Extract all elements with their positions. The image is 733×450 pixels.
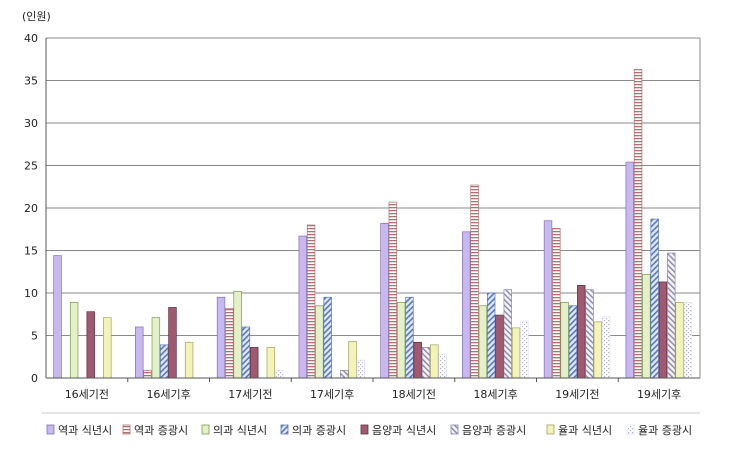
bar	[159, 344, 169, 379]
x-tick-label: 16세기후	[146, 388, 190, 401]
bar	[667, 252, 676, 379]
y-tick-label: 5	[31, 330, 38, 343]
bar	[241, 326, 251, 379]
x-tick-label: 17세기전	[228, 388, 272, 401]
x-tick-label: 16세기전	[65, 388, 109, 401]
bar	[495, 314, 504, 379]
x-tick-label: 18세기전	[392, 388, 436, 401]
y-tick-label: 10	[24, 287, 38, 300]
legend-label: 음양과 식년시	[372, 424, 436, 437]
bar	[577, 285, 586, 379]
legend-swatch	[122, 424, 131, 435]
legend-label: 율과 식년시	[558, 424, 612, 437]
bar	[405, 296, 414, 379]
bar	[438, 353, 447, 379]
bar	[380, 222, 389, 379]
bar	[543, 220, 553, 379]
bar	[511, 327, 521, 379]
legend-swatch	[626, 424, 635, 435]
bar	[135, 326, 144, 379]
bar	[486, 292, 496, 379]
bar	[601, 316, 611, 379]
legend-swatch	[450, 424, 459, 435]
bar	[86, 311, 95, 379]
bar	[340, 370, 349, 379]
bars	[53, 69, 693, 379]
bar	[356, 359, 366, 379]
bar	[348, 341, 357, 379]
legend-label: 음양과 증광시	[462, 424, 526, 437]
legend-swatch	[280, 424, 289, 435]
x-tick-label: 18세기후	[473, 388, 517, 401]
legend-swatch	[546, 424, 555, 435]
bar	[396, 302, 406, 379]
bar	[430, 344, 439, 379]
bar	[413, 341, 422, 379]
bar	[633, 69, 643, 379]
bar	[69, 302, 79, 379]
legend-label: 율과 증광시	[638, 424, 692, 437]
y-tick-label: 35	[24, 75, 38, 88]
bar	[675, 302, 684, 379]
bar	[143, 370, 152, 379]
bar	[53, 255, 62, 379]
bar	[266, 347, 276, 379]
bar	[315, 305, 324, 379]
bar	[323, 296, 332, 379]
y-tick-label: 40	[24, 32, 38, 45]
legend-label: 의과 증광시	[292, 424, 346, 437]
x-tick-label: 19세기전	[555, 388, 599, 401]
bar	[642, 273, 651, 379]
y-tick-label: 25	[24, 160, 38, 173]
bar	[552, 228, 561, 379]
bar	[683, 302, 693, 379]
legend: 역과 식년시 역과 증광시 의과 식년시 의과 증광시 음양과 식년시 음양과 증광시 율과…	[42, 412, 700, 437]
bar	[593, 321, 603, 379]
bar	[298, 235, 307, 379]
bar	[625, 161, 634, 379]
y-tick-label: 0	[31, 372, 38, 385]
bar	[274, 370, 284, 379]
x-tick-label: 19세기후	[637, 388, 681, 401]
bar	[216, 296, 226, 379]
legend-label: 역과 식년시	[58, 424, 112, 437]
bar	[462, 231, 471, 379]
y-unit-label: (인원)	[22, 10, 51, 23]
x-tick-label: 17세기후	[310, 388, 354, 401]
bar	[520, 320, 529, 379]
bar	[470, 184, 479, 379]
y-tick-label: 30	[24, 117, 38, 130]
legend-label: 역과 증광시	[134, 424, 188, 437]
bar	[250, 347, 259, 379]
bar	[585, 289, 594, 379]
bar	[184, 341, 194, 379]
bar	[103, 317, 112, 379]
bar	[503, 289, 512, 379]
legend-label: 의과 식년시	[213, 424, 267, 437]
legend-swatch	[46, 424, 55, 435]
bar	[225, 307, 234, 379]
bar	[658, 281, 668, 379]
bar	[306, 224, 316, 379]
bar	[568, 305, 578, 379]
bar	[151, 317, 161, 379]
bar	[168, 307, 177, 379]
x-axis: 16세기전 16세기후 17세기전 17세기후 18세기전 18세기후 19세기전 19세기후	[65, 378, 681, 401]
bar	[560, 302, 569, 379]
bar	[650, 218, 659, 379]
legend-swatch	[201, 424, 210, 435]
legend-swatch	[360, 424, 369, 435]
y-tick-label: 15	[24, 245, 38, 258]
y-tick-label: 20	[24, 202, 38, 215]
bar	[421, 347, 431, 379]
y-axis: 0 5 10 15 20 25 30 35 40	[24, 32, 38, 385]
bar	[388, 201, 398, 379]
bar	[233, 290, 242, 379]
bar	[478, 305, 488, 379]
